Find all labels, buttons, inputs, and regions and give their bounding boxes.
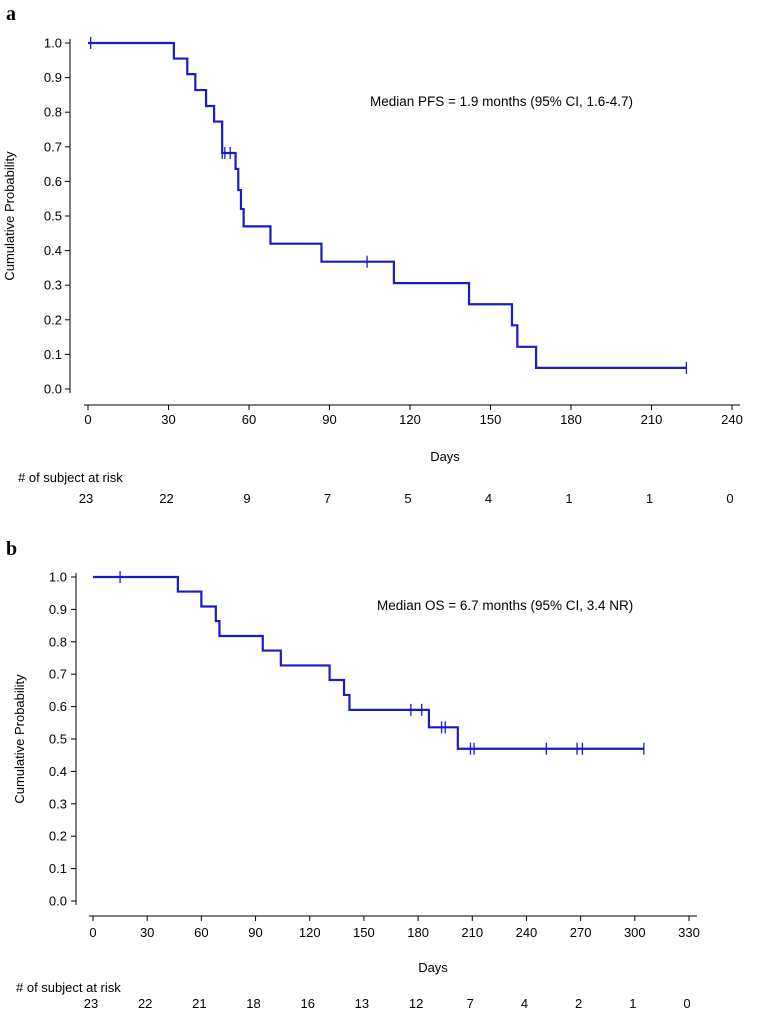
panel-b-plot-area: 0.0 0.1 0.2 0.3 0.4 0.5 0.6 0.7 0.8 0.9 1.0 0 30 60 90… xyxy=(49,570,700,1011)
panel-a-at-risk-count: 22 xyxy=(159,491,173,506)
panel-b-at-risk-count: 0 xyxy=(683,996,690,1011)
panel-a-y-tick-label: 0.8 xyxy=(44,105,62,120)
panel-b-at-risk-count: 4 xyxy=(521,996,528,1011)
panel-b-at-risk-count: 7 xyxy=(467,996,474,1011)
panel-b-x-tick-label: 330 xyxy=(678,925,700,940)
panel-b-at-risk-count: 2 xyxy=(575,996,582,1011)
panel-a-at-risk-count: 4 xyxy=(485,491,492,506)
panel-b-at-risk-count: 1 xyxy=(629,996,636,1011)
panel-a-y-tick-label: 0.3 xyxy=(44,278,62,293)
panel-a-y-tick-label: 0.0 xyxy=(44,382,62,397)
panel-b-x-tick-label: 240 xyxy=(516,925,538,940)
panel-a-y-tick-label: 0.2 xyxy=(44,312,62,327)
panel-a-y-tick-label: 0.9 xyxy=(44,70,62,85)
panel-b-survival-curve xyxy=(93,575,644,750)
panel-b-x-tick-label: 120 xyxy=(299,925,321,940)
panel-a-x-tick-label: 120 xyxy=(399,412,421,427)
panel-a-at-risk-count: 1 xyxy=(565,491,572,506)
panel-b-y-tick-label: 0.3 xyxy=(49,796,67,811)
panel-a-plot-area: 0.00.10.20.30.40.50.60.70.80.91.00 30 60 90… xyxy=(44,36,743,507)
panel-b-y-tick-label: 1.0 xyxy=(49,570,67,585)
panel-a-ylabel: Cumulative Probability xyxy=(2,151,17,281)
panel-b-x-tick-label: 300 xyxy=(624,925,646,940)
panel-b-at-risk-count: 18 xyxy=(246,996,260,1011)
panel-a-x-tick-label: 150 xyxy=(480,412,502,427)
panel-a-at-risk-count: 1 xyxy=(646,491,653,506)
panel-a-survival-curve xyxy=(88,41,687,369)
panel-b-y-tick-label: 0.8 xyxy=(49,634,67,649)
panel-b-os: b Cumulative Probability Median OS = 6.7… xyxy=(6,538,700,1011)
panel-b-x-tick-label: 60 xyxy=(194,925,208,940)
panel-b-x-tick-label: 0 xyxy=(89,925,96,940)
panel-a-y-tick-label: 0.5 xyxy=(44,209,62,224)
panel-b-ylabel: Cumulative Probability xyxy=(12,674,27,804)
panel-a-x-tick-label: 240 xyxy=(721,412,743,427)
panel-a-xlabel: Days xyxy=(430,449,460,464)
panel-b-y-tick-label: 0.6 xyxy=(49,699,67,714)
panel-b-letter: b xyxy=(6,538,17,560)
panel-a-x-tick-label: 30 xyxy=(161,412,175,427)
panel-a-x-tick-label: 0 xyxy=(84,412,91,427)
panel-a-risk-label: # of subject at risk xyxy=(18,470,123,485)
panel-a-y-tick-label: 1.0 xyxy=(44,36,62,51)
panel-a-y-tick-label: 0.1 xyxy=(44,347,62,362)
panel-a-x-tick-label: 90 xyxy=(322,412,336,427)
panel-a-y-tick-label: 0.4 xyxy=(44,243,62,258)
panel-b-y-tick-label: 0.0 xyxy=(49,894,67,909)
panel-a-x-tick-label: 180 xyxy=(560,412,582,427)
panel-a-letter: a xyxy=(6,3,16,25)
panel-a-x-tick-label: 60 xyxy=(242,412,256,427)
panel-a-at-risk-count: 0 xyxy=(726,491,733,506)
panel-a-at-risk-count: 5 xyxy=(404,491,411,506)
panel-b-y-tick-label: 0.1 xyxy=(49,861,67,876)
panel-b-y-tick-label: 0.9 xyxy=(49,602,67,617)
panel-b-at-risk-count: 22 xyxy=(138,996,152,1011)
panel-b-median-annotation: Median OS = 6.7 months (95% CI, 3.4 NR) xyxy=(377,598,633,613)
panel-b-xlabel: Days xyxy=(418,960,448,975)
panel-b-risk-label: # of subject at risk xyxy=(16,980,121,995)
panel-b-x-tick-label: 150 xyxy=(353,925,375,940)
panel-a-at-risk-count: 9 xyxy=(243,491,250,506)
panel-b-y-tick-label: 0.2 xyxy=(49,829,67,844)
panel-b-at-risk-count: 21 xyxy=(192,996,206,1011)
panel-b-x-tick-label: 270 xyxy=(570,925,592,940)
panel-a-at-risk-count: 7 xyxy=(324,491,331,506)
panel-b-at-risk-count: 23 xyxy=(84,996,98,1011)
panel-a-median-annotation: Median PFS = 1.9 months (95% CI, 1.6-4.7… xyxy=(370,94,633,109)
panel-b-at-risk-count: 12 xyxy=(409,996,423,1011)
panel-b-at-risk-count: 16 xyxy=(300,996,314,1011)
panel-b-x-tick-label: 180 xyxy=(407,925,429,940)
panel-b-y-tick-label: 0.4 xyxy=(49,764,67,779)
panel-b-y-tick-label: 0.5 xyxy=(49,732,67,747)
panel-a-y-tick-label: 0.6 xyxy=(44,174,62,189)
panel-b-x-tick-label: 30 xyxy=(140,925,154,940)
panel-a-x-tick-label: 210 xyxy=(641,412,663,427)
panel-a-y-tick-label: 0.7 xyxy=(44,139,62,154)
panel-a-at-risk-count: 23 xyxy=(79,491,93,506)
panel-b-x-tick-label: 210 xyxy=(461,925,483,940)
panel-b-at-risk-count: 13 xyxy=(355,996,369,1011)
panel-b-x-tick-label: 90 xyxy=(248,925,262,940)
panel-a-pfs: a Cumulative Probability Median PFS = 1.… xyxy=(2,3,743,506)
panel-b-y-tick-label: 0.7 xyxy=(49,667,67,682)
